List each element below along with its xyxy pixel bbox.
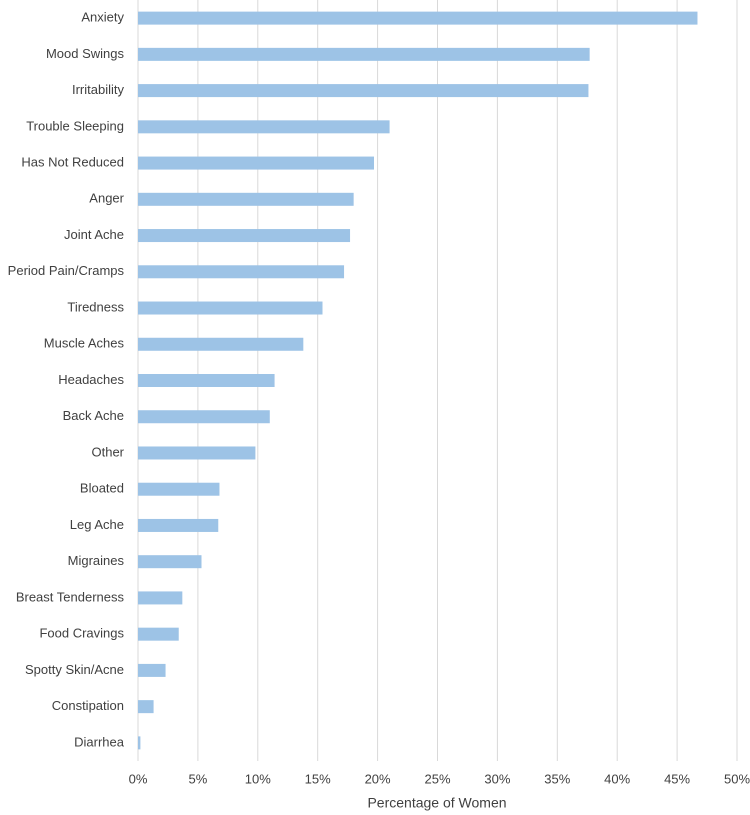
x-axis-title: Percentage of Women [367,795,506,811]
y-tick-label: Tiredness [67,299,124,314]
bar [138,700,154,714]
x-tick-label: 20% [365,771,391,786]
y-tick-label: Anxiety [81,10,124,25]
x-tick-label: 40% [604,771,630,786]
x-tick-label: 35% [544,771,570,786]
x-tick-label: 50% [724,771,750,786]
y-tick-label: Breast Tenderness [16,589,125,604]
y-tick-label: Constipation [52,698,124,713]
y-tick-label: Period Pain/Cramps [8,263,125,278]
y-tick-label: Muscle Aches [44,336,125,351]
x-tick-label: 0% [129,771,148,786]
y-tick-label: Anger [89,191,124,206]
y-tick-label: Trouble Sleeping [26,118,124,133]
bar [138,446,256,460]
x-tick-label: 15% [305,771,331,786]
x-tick-label: 5% [189,771,208,786]
bar [138,301,323,315]
bar [138,627,179,641]
bar [138,156,375,170]
y-tick-label: Spotty Skin/Acne [25,662,124,677]
bar [138,482,220,496]
bar [138,555,202,569]
y-tick-label: Leg Ache [70,517,124,532]
bar [138,374,275,387]
y-tick-label: Joint Ache [64,227,124,242]
x-tick-label: 30% [484,771,510,786]
bar [138,47,590,61]
y-tick-label: Irritability [72,82,125,97]
bar [138,120,390,134]
y-tick-label: Headaches [58,372,124,387]
bar [138,663,166,677]
x-tick-label: 45% [664,771,690,786]
bar [138,736,141,750]
bar [138,265,345,279]
y-tick-label: Diarrhea [74,734,125,749]
bar [138,591,183,605]
bar [138,518,219,532]
y-tick-label: Back Ache [63,408,124,423]
y-tick-label: Food Cravings [39,626,124,641]
y-tick-label: Other [91,444,124,459]
x-tick-label: 25% [424,771,450,786]
y-tick-label: Migraines [68,553,125,568]
bar [138,11,698,25]
bar [138,410,270,424]
y-tick-label: Mood Swings [46,46,125,61]
bar [138,192,354,206]
x-tick-label: 10% [245,771,271,786]
bar [138,229,351,243]
bar [138,84,589,98]
y-tick-label: Bloated [80,481,124,496]
bar [138,337,304,351]
y-tick-label: Has Not Reduced [21,155,124,170]
